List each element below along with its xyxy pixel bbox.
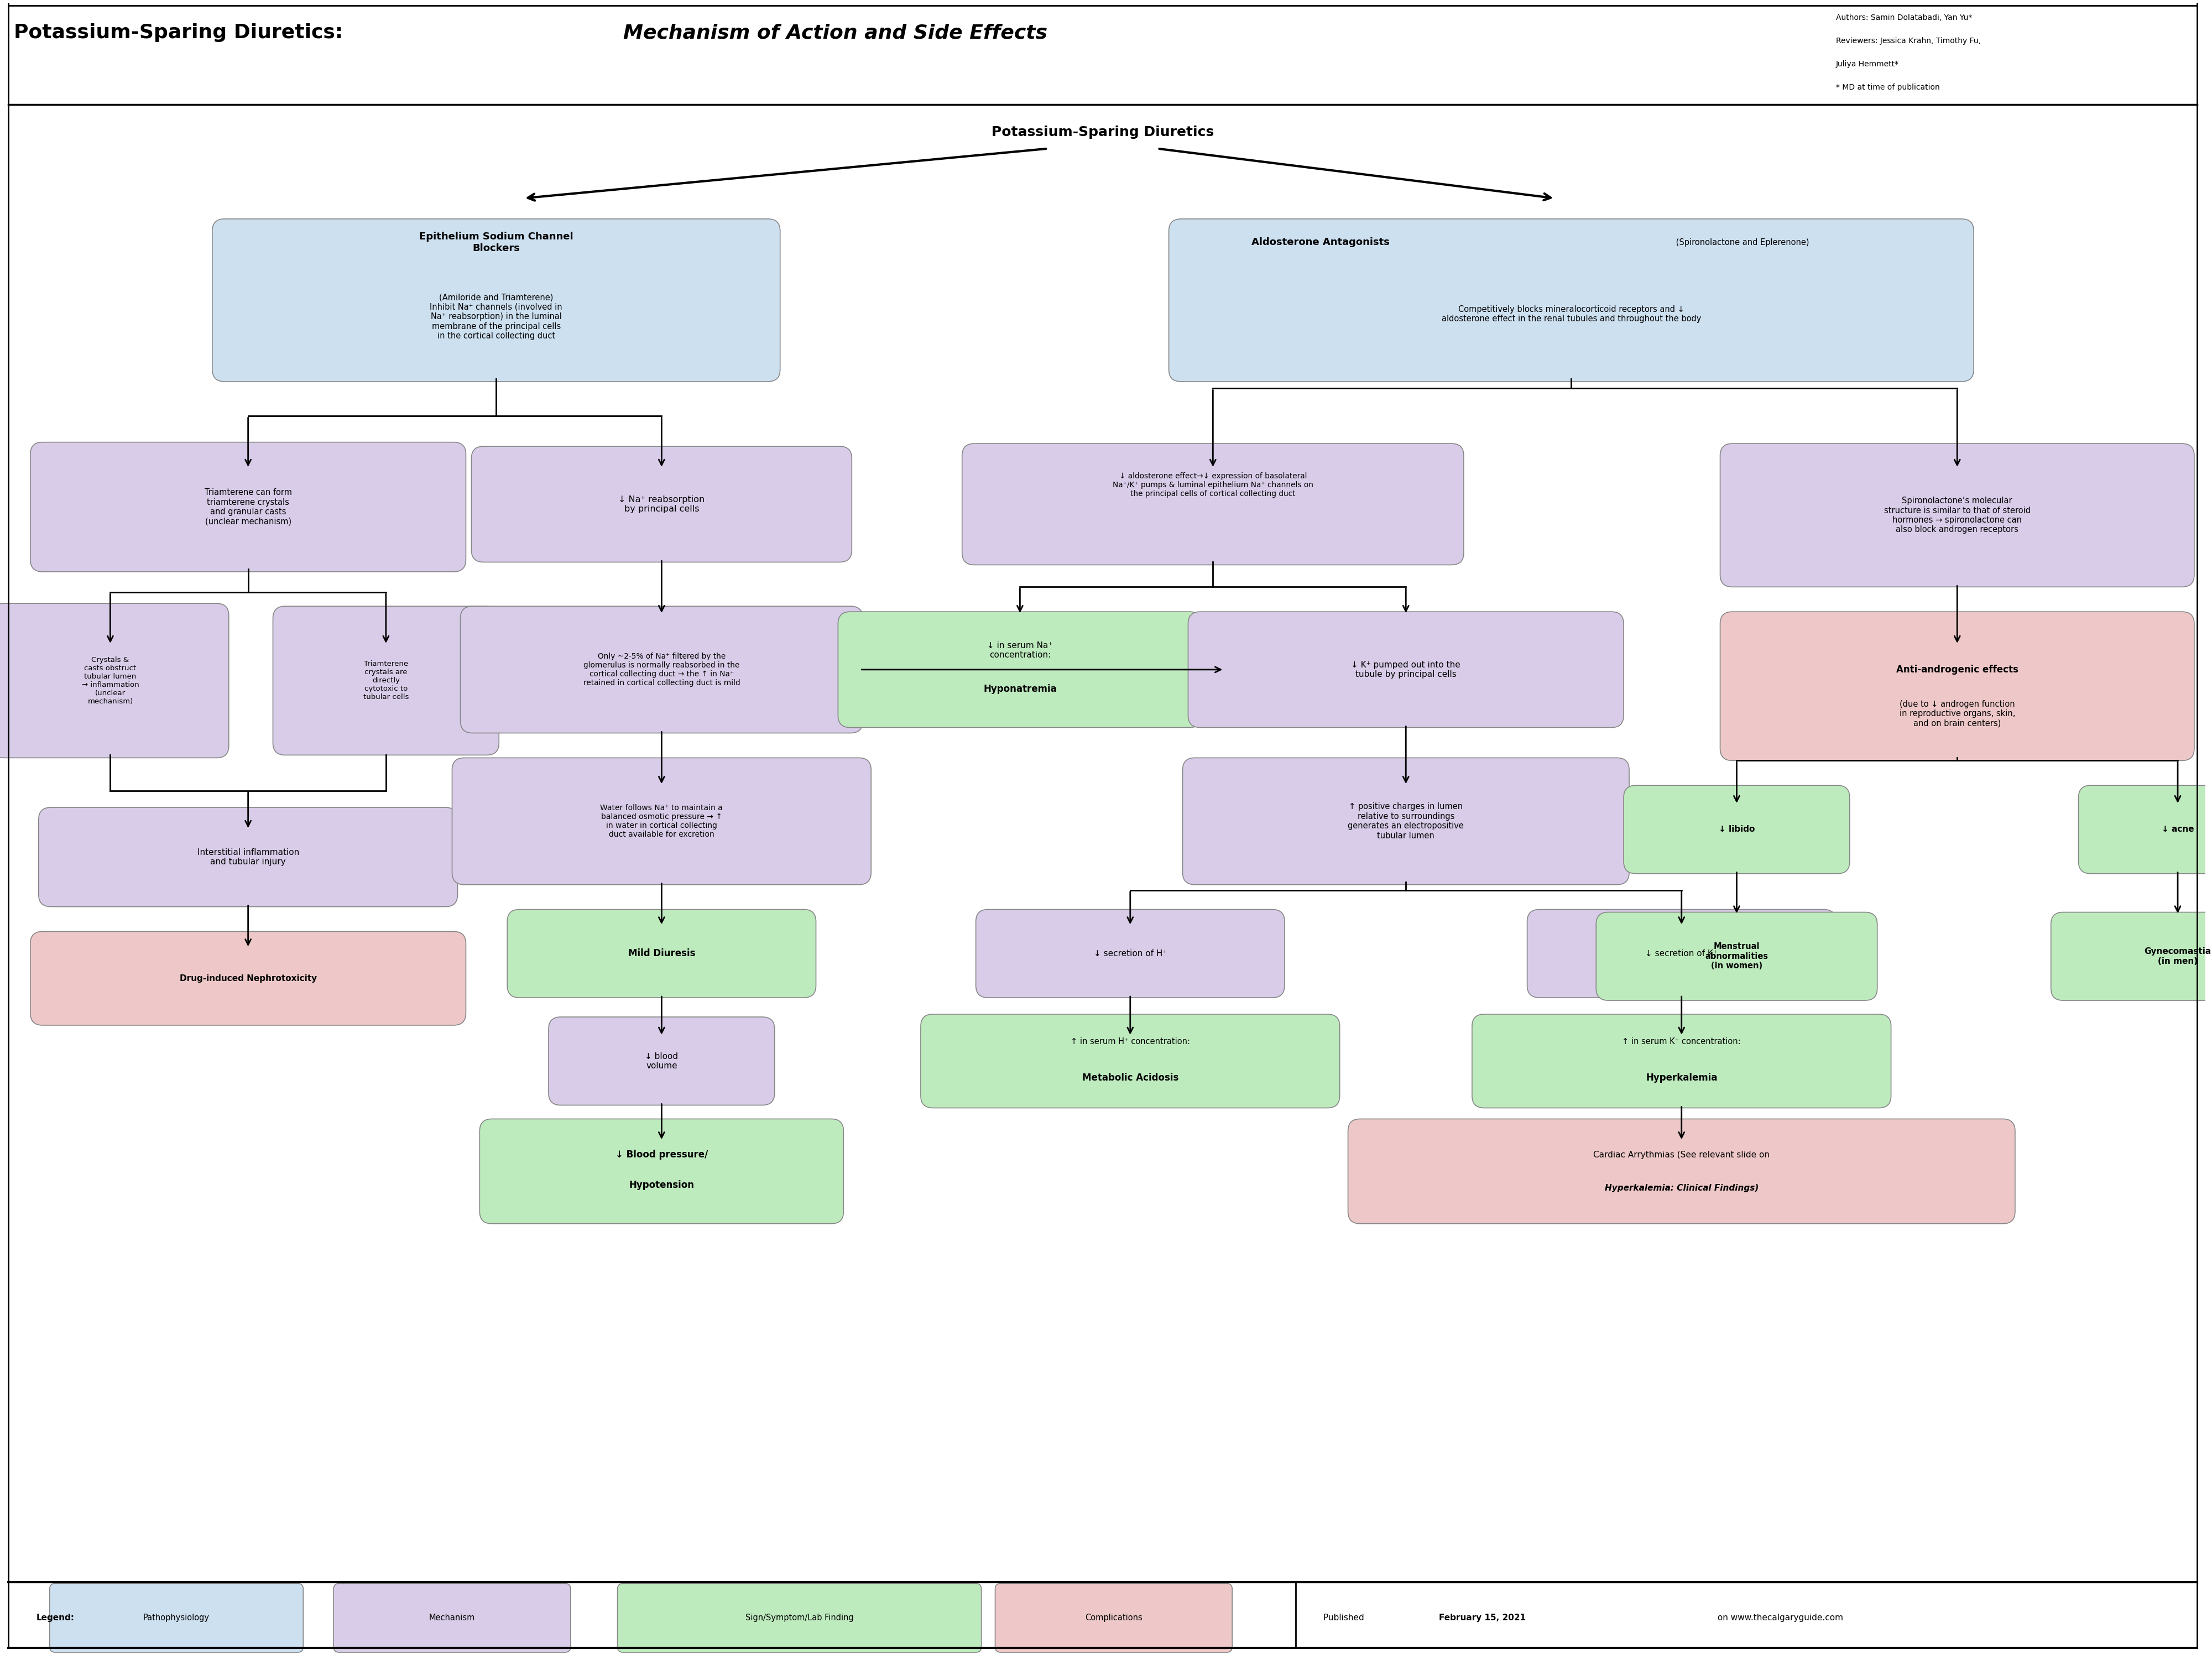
Text: Hyperkalemia: Hyperkalemia <box>1646 1073 1717 1083</box>
FancyBboxPatch shape <box>995 1583 1232 1652</box>
FancyBboxPatch shape <box>962 443 1464 564</box>
FancyBboxPatch shape <box>1721 612 2194 760</box>
Text: ↓ libido: ↓ libido <box>1719 825 1754 833</box>
FancyBboxPatch shape <box>1721 443 2194 587</box>
FancyBboxPatch shape <box>334 1583 571 1652</box>
Text: Sign/Symptom/Lab Finding: Sign/Symptom/Lab Finding <box>745 1614 854 1623</box>
FancyBboxPatch shape <box>507 909 816 997</box>
FancyBboxPatch shape <box>1526 909 1836 997</box>
FancyBboxPatch shape <box>1183 758 1630 884</box>
FancyBboxPatch shape <box>1471 1014 1891 1108</box>
Text: Juliya Hemmett*: Juliya Hemmett* <box>1836 60 1900 68</box>
Text: Cardiac Arrythmias (See relevant slide on: Cardiac Arrythmias (See relevant slide o… <box>1593 1151 1770 1160</box>
Text: Interstitial inflammation
and tubular injury: Interstitial inflammation and tubular in… <box>197 848 299 866</box>
FancyBboxPatch shape <box>1168 219 1973 382</box>
Text: Pathophysiology: Pathophysiology <box>144 1614 210 1623</box>
Text: Gynecomastia
(in men): Gynecomastia (in men) <box>2143 947 2212 966</box>
FancyBboxPatch shape <box>920 1014 1340 1108</box>
Text: February 15, 2021: February 15, 2021 <box>1440 1614 1526 1623</box>
Text: Aldosterone Antagonists: Aldosterone Antagonists <box>1252 237 1389 247</box>
Text: Menstrual
abnormalities
(in women): Menstrual abnormalities (in women) <box>1705 942 1767 971</box>
Text: (Spironolactone and Eplerenone): (Spironolactone and Eplerenone) <box>1672 239 1809 247</box>
FancyBboxPatch shape <box>212 219 781 382</box>
Text: * MD at time of publication: * MD at time of publication <box>1836 83 1940 91</box>
FancyBboxPatch shape <box>49 1583 303 1652</box>
Text: ↓ Na⁺ reabsorption
by principal cells: ↓ Na⁺ reabsorption by principal cells <box>619 496 706 513</box>
Text: Published: Published <box>1323 1614 1367 1623</box>
FancyBboxPatch shape <box>975 909 1285 997</box>
Text: ↑ in serum H⁺ concentration:: ↑ in serum H⁺ concentration: <box>1071 1037 1190 1045</box>
Text: Reviewers: Jessica Krahn, Timothy Fu,: Reviewers: Jessica Krahn, Timothy Fu, <box>1836 36 1980 45</box>
FancyBboxPatch shape <box>272 606 500 755</box>
Text: Anti-androgenic effects: Anti-androgenic effects <box>1896 665 2017 675</box>
Text: ↓ in serum Na⁺
concentration:: ↓ in serum Na⁺ concentration: <box>987 642 1053 659</box>
FancyBboxPatch shape <box>460 606 863 733</box>
Text: Water follows Na⁺ to maintain a
balanced osmotic pressure → ↑
in water in cortic: Water follows Na⁺ to maintain a balanced… <box>599 805 723 838</box>
Text: Spironolactone’s molecular
structure is similar to that of steroid
hormones → sp: Spironolactone’s molecular structure is … <box>1885 496 2031 534</box>
Text: ↓ secretion of K⁺: ↓ secretion of K⁺ <box>1646 949 1719 957</box>
FancyBboxPatch shape <box>1188 612 1624 728</box>
Text: (Amiloride and Triamterene)
Inhibit Na⁺ channels (involved in
Na⁺ reabsorption) : (Amiloride and Triamterene) Inhibit Na⁺ … <box>429 294 562 340</box>
FancyBboxPatch shape <box>617 1583 982 1652</box>
Text: Potassium-Sparing Diuretics: Potassium-Sparing Diuretics <box>991 126 1214 139</box>
Text: ↓ Blood pressure/: ↓ Blood pressure/ <box>615 1150 708 1160</box>
FancyBboxPatch shape <box>480 1118 843 1224</box>
Text: Crystals &
casts obstruct
tubular lumen
→ inflammation
(unclear
mechanism): Crystals & casts obstruct tubular lumen … <box>82 657 139 705</box>
FancyBboxPatch shape <box>38 808 458 907</box>
Text: Authors: Samin Dolatabadi, Yan Yu*: Authors: Samin Dolatabadi, Yan Yu* <box>1836 13 1973 22</box>
Text: Triamterene can form
triamterene crystals
and granular casts
(unclear mechanism): Triamterene can form triamterene crystal… <box>204 488 292 526</box>
Text: Mechanism of Action and Side Effects: Mechanism of Action and Side Effects <box>624 23 1046 41</box>
Text: Mild Diuresis: Mild Diuresis <box>628 949 695 959</box>
FancyBboxPatch shape <box>1597 912 1878 1000</box>
Text: ↓ secretion of H⁺: ↓ secretion of H⁺ <box>1093 949 1166 957</box>
Text: on www.thecalgaryguide.com: on www.thecalgaryguide.com <box>1714 1614 1843 1623</box>
Text: ↓ aldosterone effect→↓ expression of basolateral
Na⁺/K⁺ pumps & luminal epitheli: ↓ aldosterone effect→↓ expression of bas… <box>1113 473 1314 498</box>
Text: Metabolic Acidosis: Metabolic Acidosis <box>1082 1073 1179 1083</box>
Text: ↓ K⁺ pumped out into the
tubule by principal cells: ↓ K⁺ pumped out into the tubule by princ… <box>1352 660 1460 679</box>
FancyBboxPatch shape <box>2079 785 2212 874</box>
Text: ↓ blood
volume: ↓ blood volume <box>646 1052 679 1070</box>
FancyBboxPatch shape <box>0 604 228 758</box>
Text: ↓ acne: ↓ acne <box>2161 825 2194 833</box>
Text: Hypotension: Hypotension <box>628 1180 695 1190</box>
Text: Triamterene
crystals are
directly
cytotoxic to
tubular cells: Triamterene crystals are directly cytoto… <box>363 660 409 700</box>
FancyBboxPatch shape <box>471 446 852 562</box>
FancyBboxPatch shape <box>549 1017 774 1105</box>
Text: Mechanism: Mechanism <box>429 1614 476 1623</box>
Text: ↑ positive charges in lumen
relative to surroundings
generates an electropositiv: ↑ positive charges in lumen relative to … <box>1347 803 1464 839</box>
FancyBboxPatch shape <box>31 931 467 1025</box>
Text: Potassium-Sparing Diuretics:: Potassium-Sparing Diuretics: <box>13 23 349 41</box>
Text: Epithelium Sodium Channel
Blockers: Epithelium Sodium Channel Blockers <box>418 232 573 254</box>
FancyBboxPatch shape <box>1347 1118 2015 1224</box>
Text: Drug-induced Nephrotoxicity: Drug-induced Nephrotoxicity <box>179 974 316 982</box>
Text: Competitively blocks mineralocorticoid receptors and ↓
aldosterone effect in the: Competitively blocks mineralocorticoid r… <box>1442 305 1701 324</box>
FancyBboxPatch shape <box>838 612 1201 728</box>
FancyBboxPatch shape <box>1624 785 1849 874</box>
Text: ↑ in serum K⁺ concentration:: ↑ in serum K⁺ concentration: <box>1621 1037 1741 1045</box>
Text: Hyponatremia: Hyponatremia <box>984 684 1057 693</box>
Text: (due to ↓ androgen function
in reproductive organs, skin,
and on brain centers): (due to ↓ androgen function in reproduct… <box>1900 700 2015 728</box>
Text: Hyperkalemia: Clinical Findings): Hyperkalemia: Clinical Findings) <box>1604 1185 1759 1193</box>
FancyBboxPatch shape <box>2051 912 2212 1000</box>
FancyBboxPatch shape <box>451 758 872 884</box>
Text: Legend:: Legend: <box>35 1614 75 1623</box>
Text: Complications: Complications <box>1086 1614 1141 1623</box>
Text: Only ~2-5% of Na⁺ filtered by the
glomerulus is normally reabsorbed in the
corti: Only ~2-5% of Na⁺ filtered by the glomer… <box>584 652 741 687</box>
FancyBboxPatch shape <box>31 443 467 572</box>
